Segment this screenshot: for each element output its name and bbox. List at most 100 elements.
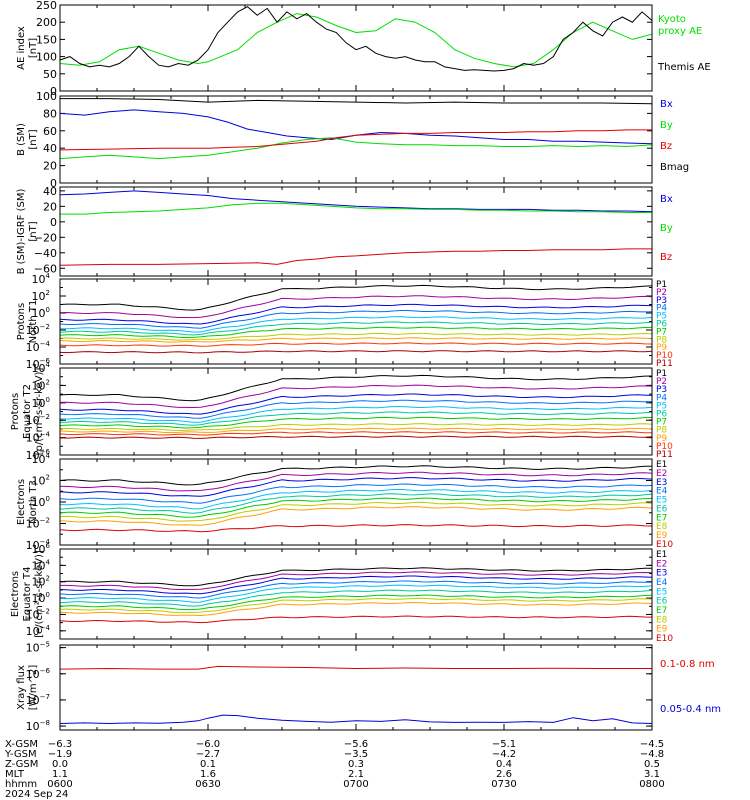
legend-label: P1	[656, 369, 667, 379]
y-axis-label: Xray flux	[16, 665, 27, 710]
ephemeris-value: 0.3	[348, 759, 364, 770]
ephemeris-value: 0700	[343, 779, 368, 790]
ephemeris-value: 0.5	[644, 759, 660, 770]
y-axis-label: [nT]	[28, 221, 39, 241]
ephemeris-value: −5.6	[344, 739, 368, 750]
ephemeris-row-label: hhmm	[5, 779, 37, 790]
ephemeris-value: −4.8	[640, 749, 664, 760]
legend-label: E5	[656, 496, 667, 506]
panel-frame-5	[59, 458, 653, 546]
legend-label: Kyoto	[658, 14, 686, 25]
series-line-kyoto-proxy-ae	[59, 13, 653, 68]
channel-line-p6	[59, 411, 653, 426]
legend-label: E2	[656, 559, 667, 569]
legend-label: P6	[656, 320, 667, 330]
y-axis-label: Protons	[10, 393, 21, 430]
legend-label: Bx	[660, 99, 673, 110]
ephemeris-value: 1.1	[52, 769, 68, 780]
y-tick-label: 0	[50, 216, 57, 229]
ephemeris-value: 0600	[47, 779, 72, 790]
legend-label: E8	[656, 522, 668, 532]
y-axis-label: B (SM)	[16, 123, 27, 156]
panel-protons_t2: 10−610−410−2100102104P1P2P3P4P5P6P7P8P9P…	[26, 361, 673, 462]
y-axis-label: [e/(cm²-s-sr-keV)]	[34, 550, 45, 638]
panel-xray: 10−810−710−610−50.1-0.8 nm0.05-0.4 nm	[26, 641, 721, 733]
channel-line-p2	[59, 384, 653, 409]
panel-frame-6	[59, 548, 653, 640]
panel-frame-0	[59, 4, 653, 92]
ephemeris-row-label: Y-GSM	[4, 749, 37, 760]
legend-label: P3	[656, 296, 667, 306]
ephemeris-value: −2.7	[196, 749, 220, 760]
channel-line-e1	[59, 465, 653, 486]
legend-label: P4	[656, 393, 667, 403]
panel-b_sm: 0 20 40 60 80 100 Bx By Bz Bmag	[36, 90, 689, 190]
channel-line-e1	[59, 567, 653, 587]
ephemeris-value: −6.0	[196, 739, 220, 750]
y-tick-label: 100	[36, 51, 57, 64]
channel-line-e3	[59, 575, 653, 595]
y-axis-label: Electrons	[16, 479, 27, 525]
series-line-0-1-0-8-nm	[59, 665, 652, 670]
channel-line-p4	[59, 310, 653, 329]
series-line-by	[59, 137, 653, 160]
y-tick-label: 100	[36, 90, 57, 103]
channel-line-e9	[59, 601, 653, 617]
y-tick-label: −40	[34, 247, 57, 260]
ephemeris-value: 2.1	[348, 769, 364, 780]
panel-frame-1	[59, 95, 653, 184]
legend-label: P5	[656, 312, 667, 322]
channel-line-p1	[59, 374, 653, 402]
y-tick-label: −20	[34, 231, 57, 244]
y-tick-label: 10−8	[26, 719, 50, 733]
legend-label: P2	[656, 377, 667, 387]
y-tick-label: 104	[32, 272, 51, 286]
series-line-bx	[59, 109, 653, 145]
y-axis-label: [p/(cm²-s-sr-keV)]	[34, 368, 45, 456]
ephemeris-value: 3.1	[644, 769, 660, 780]
y-axis-label: North T3	[28, 480, 39, 524]
y-axis-label: Equator T2	[22, 384, 33, 439]
y-tick-label: 100	[32, 306, 50, 320]
y-tick-label: 200	[36, 16, 57, 29]
y-tick-label: 40	[43, 142, 57, 155]
channel-line-e4	[59, 483, 653, 504]
legend-label: 0.1-0.8 nm	[660, 659, 715, 670]
channel-line-p9	[59, 337, 653, 343]
ephemeris-value: −4.5	[640, 739, 664, 750]
legend-label: E1	[656, 460, 667, 470]
channel-line-p4	[59, 399, 653, 419]
legend-label: E3	[656, 478, 667, 488]
y-tick-label: 100	[32, 396, 50, 410]
legend-label: E9	[656, 531, 668, 541]
y-axis-label: North T1	[28, 300, 39, 344]
y-tick-label: 50	[43, 68, 57, 81]
legend-label: E3	[656, 569, 667, 579]
legend-label: P9	[656, 434, 667, 444]
channel-line-p5	[59, 316, 653, 333]
y-tick-label: 150	[36, 33, 57, 46]
legend-label: P6	[656, 410, 667, 420]
channel-line-p3	[59, 393, 653, 415]
ephemeris-value: 0.4	[496, 759, 512, 770]
legend-label: Bz	[660, 141, 672, 152]
legend-label: P11	[656, 450, 673, 460]
channel-line-e8	[59, 501, 653, 522]
channel-line-p7	[59, 416, 653, 429]
series-line-bmag	[60, 98, 653, 105]
legend-label: P4	[656, 304, 667, 314]
legend-label: P8	[656, 335, 667, 345]
channel-line-e3	[59, 477, 653, 497]
y-tick-label: 100	[32, 591, 50, 605]
panel-b_igrf: −60 −40 −20 0 20 40 Bx By Bz	[34, 185, 673, 275]
ephemeris-value: 1.6	[200, 769, 216, 780]
ephemeris-value: 0730	[491, 779, 516, 790]
legend-label: E7	[656, 513, 667, 523]
legend-label: E1	[656, 550, 667, 560]
y-tick-label: 60	[43, 125, 57, 138]
y-tick-label: 104	[32, 452, 51, 466]
ephemeris-row-label: MLT	[5, 769, 25, 780]
y-tick-label: 0	[50, 177, 57, 190]
legend-label: E4	[656, 487, 668, 497]
